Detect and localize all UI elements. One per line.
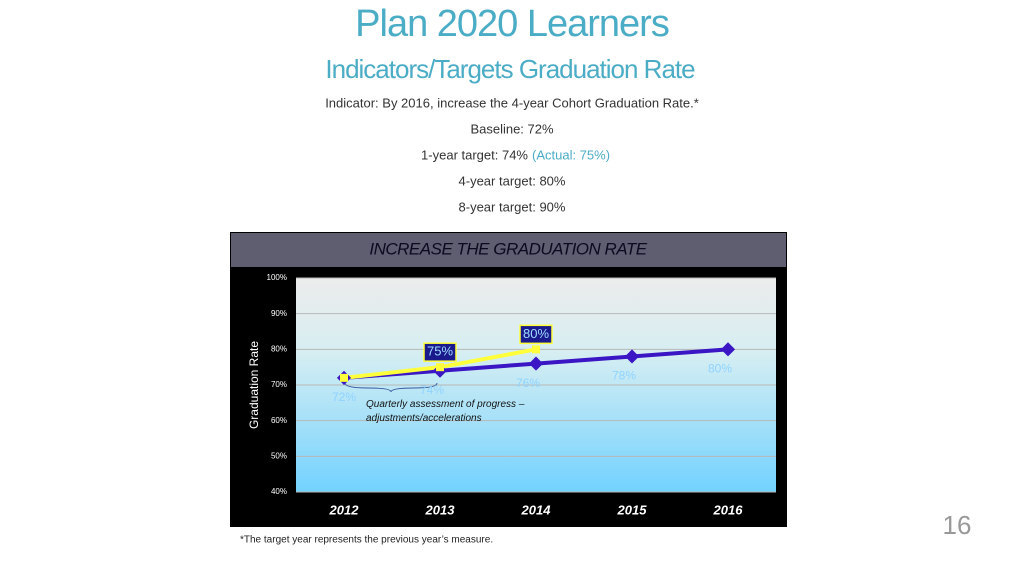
x-tick-label: 2016: [713, 502, 744, 517]
annotation: Quarterly assessment of progress –: [366, 399, 525, 410]
y-tick-label: 60%: [271, 416, 287, 425]
x-tick-label: 2015: [617, 502, 648, 517]
y-axis-label: Graduation Rate: [247, 341, 261, 429]
marker: [532, 345, 540, 354]
data-label: 75%: [427, 344, 453, 359]
marker: [624, 349, 640, 364]
footnote: *The target year represents the previous…: [240, 535, 493, 546]
page-number: 16: [943, 510, 972, 540]
chart-title-band: [231, 233, 786, 267]
data-label: 78%: [612, 369, 636, 383]
data-label: 80%: [708, 362, 732, 376]
marker: [528, 356, 544, 371]
y-tick-label: 80%: [271, 344, 287, 353]
title: Plan 2020 Learners: [355, 3, 669, 45]
marker: [340, 373, 348, 382]
data-label: 80%: [523, 326, 549, 341]
annotation-text: adjustments/accelerations: [366, 413, 482, 424]
label-box: [423, 342, 457, 362]
x-tick-label: 2014: [521, 502, 552, 517]
y-tick-label: 50%: [271, 451, 287, 460]
annotation-text: Quarterly assessment of progress –: [366, 399, 525, 410]
text-line: 8-year target: 90%: [459, 199, 566, 214]
text-line: 4-year target: 80%: [459, 173, 566, 188]
actual-note: (Actual: 75%): [532, 147, 610, 162]
marker: [720, 342, 736, 357]
annotation: adjustments/accelerations: [366, 413, 482, 424]
y-tick-label: 100%: [267, 273, 287, 282]
brace: [344, 382, 438, 393]
x-tick-label: 2013: [425, 502, 456, 517]
marker: [436, 363, 444, 372]
x-tick-label: 2012: [329, 502, 360, 517]
label-box: [519, 324, 553, 345]
chart-title: INCREASE THE GRADUATION RATE: [369, 239, 647, 258]
y-tick-label: 90%: [271, 309, 287, 318]
y-tick-label: 40%: [271, 487, 287, 496]
data-label: 76%: [516, 376, 540, 390]
y-tick-label: 70%: [271, 380, 287, 389]
data-label: 72%: [332, 390, 356, 404]
text-line: 1-year target: 74%: [421, 147, 528, 162]
subtitle: Indicators/Targets Graduation Rate: [325, 54, 695, 84]
text-line: Indicator: By 2016, increase the 4-year …: [325, 95, 699, 110]
data-label: 74%: [420, 383, 444, 397]
text-line: Baseline: 72%: [470, 121, 554, 136]
